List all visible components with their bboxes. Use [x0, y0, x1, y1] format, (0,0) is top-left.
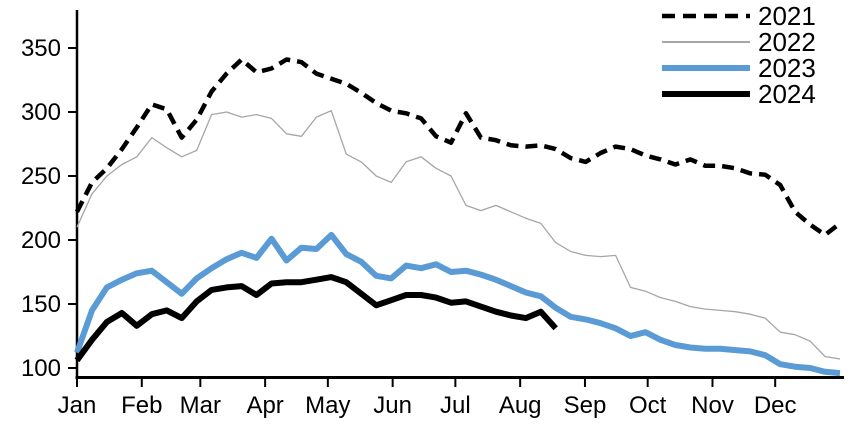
y-tick-label: 200 — [21, 227, 61, 254]
series-line-2024 — [74, 274, 558, 363]
series-line-2021 — [74, 57, 842, 238]
y-tick-label: 350 — [21, 35, 61, 62]
x-tick-label: May — [305, 392, 350, 419]
x-tick-label: Jul — [440, 392, 471, 419]
legend-label-2023: 2023 — [758, 53, 816, 83]
series-line-2022 — [76, 110, 841, 360]
x-tick-label: Oct — [629, 392, 667, 419]
legend-label-2022: 2022 — [758, 27, 816, 57]
y-tick-label: 150 — [21, 291, 61, 318]
x-tick-label: Aug — [499, 392, 542, 419]
x-tick-label: Sep — [564, 392, 607, 419]
x-tick-label: Nov — [691, 392, 734, 419]
x-tick-label: Mar — [180, 392, 221, 419]
x-tick-label: Dec — [754, 392, 797, 419]
legend-label-2021: 2021 — [758, 1, 816, 31]
y-tick-label: 100 — [21, 355, 61, 382]
x-tick-label: Apr — [246, 392, 283, 419]
x-tick-label: Jun — [373, 392, 412, 419]
y-tick-label: 300 — [21, 99, 61, 126]
x-tick-label: Jan — [58, 392, 97, 419]
x-tick-label: Feb — [121, 392, 162, 419]
series-line-2023 — [74, 231, 841, 377]
y-tick-label: 250 — [21, 163, 61, 190]
legend-label-2024: 2024 — [758, 79, 816, 109]
